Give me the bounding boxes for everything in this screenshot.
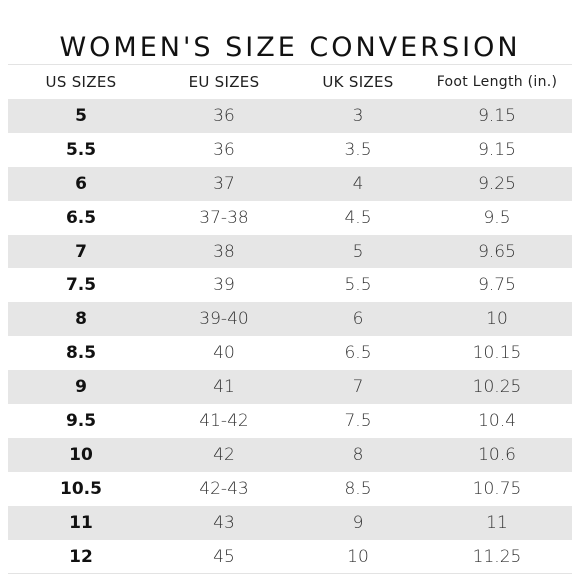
foot-length-cell: 11.25: [422, 539, 572, 574]
table-row: 8 39-40 6 10: [8, 302, 572, 337]
eu-size-cell: 41: [154, 370, 294, 405]
us-size-cell: 10.5: [8, 471, 154, 506]
eu-size-cell: 42-43: [154, 471, 294, 506]
header-foot-length: Foot Length (in.): [422, 65, 572, 99]
us-size-cell: 6: [8, 166, 154, 201]
uk-size-cell: 7: [294, 370, 422, 405]
uk-size-cell: 6: [294, 302, 422, 337]
uk-size-cell: 8: [294, 437, 422, 472]
uk-size-cell: 4: [294, 166, 422, 201]
table-row: 5.5 36 3.5 9.15: [8, 132, 572, 167]
header-row: US SIZES EU SIZES UK SIZES Foot Length (…: [8, 65, 572, 99]
size-conversion-table-container: US SIZES EU SIZES UK SIZES Foot Length (…: [8, 64, 572, 575]
uk-size-cell: 10: [294, 539, 422, 574]
eu-size-cell: 42: [154, 437, 294, 472]
header-us-sizes: US SIZES: [8, 65, 154, 99]
uk-size-cell: 5.5: [294, 268, 422, 303]
uk-size-cell: 6.5: [294, 336, 422, 371]
us-size-cell: 9.5: [8, 404, 154, 438]
us-size-cell: 5.5: [8, 132, 154, 167]
us-size-cell: 5: [8, 99, 154, 133]
uk-size-cell: 3.5: [294, 132, 422, 167]
header-eu-sizes: EU SIZES: [154, 65, 294, 99]
us-size-cell: 11: [8, 505, 154, 540]
table-row: 6.5 37-38 4.5 9.5: [8, 200, 572, 235]
eu-size-cell: 39-40: [154, 302, 294, 337]
eu-size-cell: 36: [154, 99, 294, 133]
eu-size-cell: 37-38: [154, 200, 294, 235]
foot-length-cell: 10.75: [422, 471, 572, 506]
table-row: 7 38 5 9.65: [8, 234, 572, 269]
uk-size-cell: 9: [294, 505, 422, 540]
foot-length-cell: 10.15: [422, 336, 572, 371]
table-row: 7.5 39 5.5 9.75: [8, 268, 572, 303]
eu-size-cell: 39: [154, 268, 294, 303]
us-size-cell: 12: [8, 539, 154, 574]
uk-size-cell: 5: [294, 234, 422, 269]
eu-size-cell: 40: [154, 336, 294, 371]
eu-size-cell: 38: [154, 234, 294, 269]
us-size-cell: 8: [8, 302, 154, 337]
foot-length-cell: 10.6: [422, 437, 572, 472]
table-row: 8.5 40 6.5 10.15: [8, 336, 572, 371]
us-size-cell: 7: [8, 234, 154, 269]
foot-length-cell: 10.25: [422, 370, 572, 405]
table-row: 11 43 9 11: [8, 505, 572, 540]
foot-length-cell: 9.25: [422, 166, 572, 201]
header-uk-sizes: UK SIZES: [294, 65, 422, 99]
eu-size-cell: 37: [154, 166, 294, 201]
table-row: 9 41 7 10.25: [8, 370, 572, 405]
chart-title: WOMEN'S SIZE CONVERSION: [59, 32, 521, 64]
foot-length-cell: 10.4: [422, 404, 572, 438]
table-row: 10.5 42-43 8.5 10.75: [8, 471, 572, 506]
us-size-cell: 7.5: [8, 268, 154, 303]
eu-size-cell: 45: [154, 539, 294, 574]
table-row: 10 42 8 10.6: [8, 437, 572, 472]
uk-size-cell: 7.5: [294, 404, 422, 438]
uk-size-cell: 8.5: [294, 471, 422, 506]
table-row: 6 37 4 9.25: [8, 166, 572, 201]
us-size-cell: 9: [8, 370, 154, 405]
eu-size-cell: 36: [154, 132, 294, 167]
table-row: 9.5 41-42 7.5 10.4: [8, 404, 572, 438]
eu-size-cell: 43: [154, 505, 294, 540]
eu-size-cell: 41-42: [154, 404, 294, 438]
foot-length-cell: 9.75: [422, 268, 572, 303]
us-size-cell: 8.5: [8, 336, 154, 371]
table-row: 12 45 10 11.25: [8, 539, 572, 574]
us-size-cell: 10: [8, 437, 154, 472]
foot-length-cell: 9.15: [422, 99, 572, 133]
table-row: 5 36 3 9.15: [8, 99, 572, 133]
size-conversion-table: US SIZES EU SIZES UK SIZES Foot Length (…: [8, 65, 572, 574]
foot-length-cell: 9.5: [422, 200, 572, 235]
foot-length-cell: 9.65: [422, 234, 572, 269]
foot-length-cell: 10: [422, 302, 572, 337]
us-size-cell: 6.5: [8, 200, 154, 235]
uk-size-cell: 3: [294, 99, 422, 133]
foot-length-cell: 11: [422, 505, 572, 540]
uk-size-cell: 4.5: [294, 200, 422, 235]
foot-length-cell: 9.15: [422, 132, 572, 167]
